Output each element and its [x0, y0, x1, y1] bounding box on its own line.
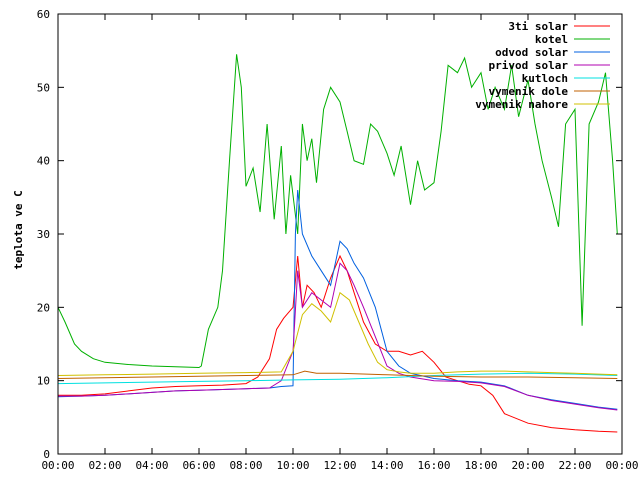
legend-label: kotel — [535, 33, 568, 46]
x-tick-label: 00:00 — [605, 459, 638, 472]
series-line-kutloch — [57, 372, 618, 385]
series-line-3ti-solar — [58, 254, 618, 433]
x-tick-label: 10:00 — [276, 459, 309, 472]
x-tick-label: 02:00 — [88, 459, 121, 472]
y-tick-label: 10 — [37, 375, 50, 388]
x-tick-label: 00:00 — [41, 459, 74, 472]
series-line-vymenik-dole — [57, 370, 618, 379]
y-tick-label: 20 — [37, 301, 50, 314]
series-line-vymenik-nahore — [57, 291, 618, 376]
x-tick-label: 16:00 — [417, 459, 450, 472]
y-tick-label: 60 — [37, 8, 50, 21]
plot-frame — [57, 13, 623, 455]
y-axis-label: teplota ve C — [12, 190, 25, 269]
x-tick-label: 06:00 — [182, 459, 215, 472]
legend-label: vymenik nahore — [475, 98, 568, 111]
x-tick-label: 20:00 — [511, 459, 544, 472]
y-tick-label: 50 — [37, 81, 50, 94]
series-layer — [57, 54, 618, 433]
legend-label: 3ti solar — [508, 20, 568, 33]
y-tick-label: 30 — [37, 228, 50, 241]
x-tick-label: 04:00 — [135, 459, 168, 472]
x-tick-label: 12:00 — [323, 459, 356, 472]
x-tick-label: 18:00 — [464, 459, 497, 472]
series-line-privod-solar — [58, 262, 618, 411]
x-tick-label: 14:00 — [370, 459, 403, 472]
series-line-kotel — [57, 54, 618, 369]
x-tick-label: 08:00 — [229, 459, 262, 472]
y-tick-label: 0 — [43, 448, 50, 461]
legend-label: privod solar — [489, 59, 569, 72]
y-tick-label: 40 — [37, 155, 50, 168]
legend-label: kutloch — [522, 72, 568, 85]
legend-label: odvod solar — [495, 46, 568, 59]
x-tick-label: 22:00 — [558, 459, 591, 472]
ticks-layer: 00:00 02:00 04:00 06:00 08:00 10:00 12:00 14:00… — [37, 8, 639, 472]
legend-label: vymenik dole — [489, 85, 569, 98]
